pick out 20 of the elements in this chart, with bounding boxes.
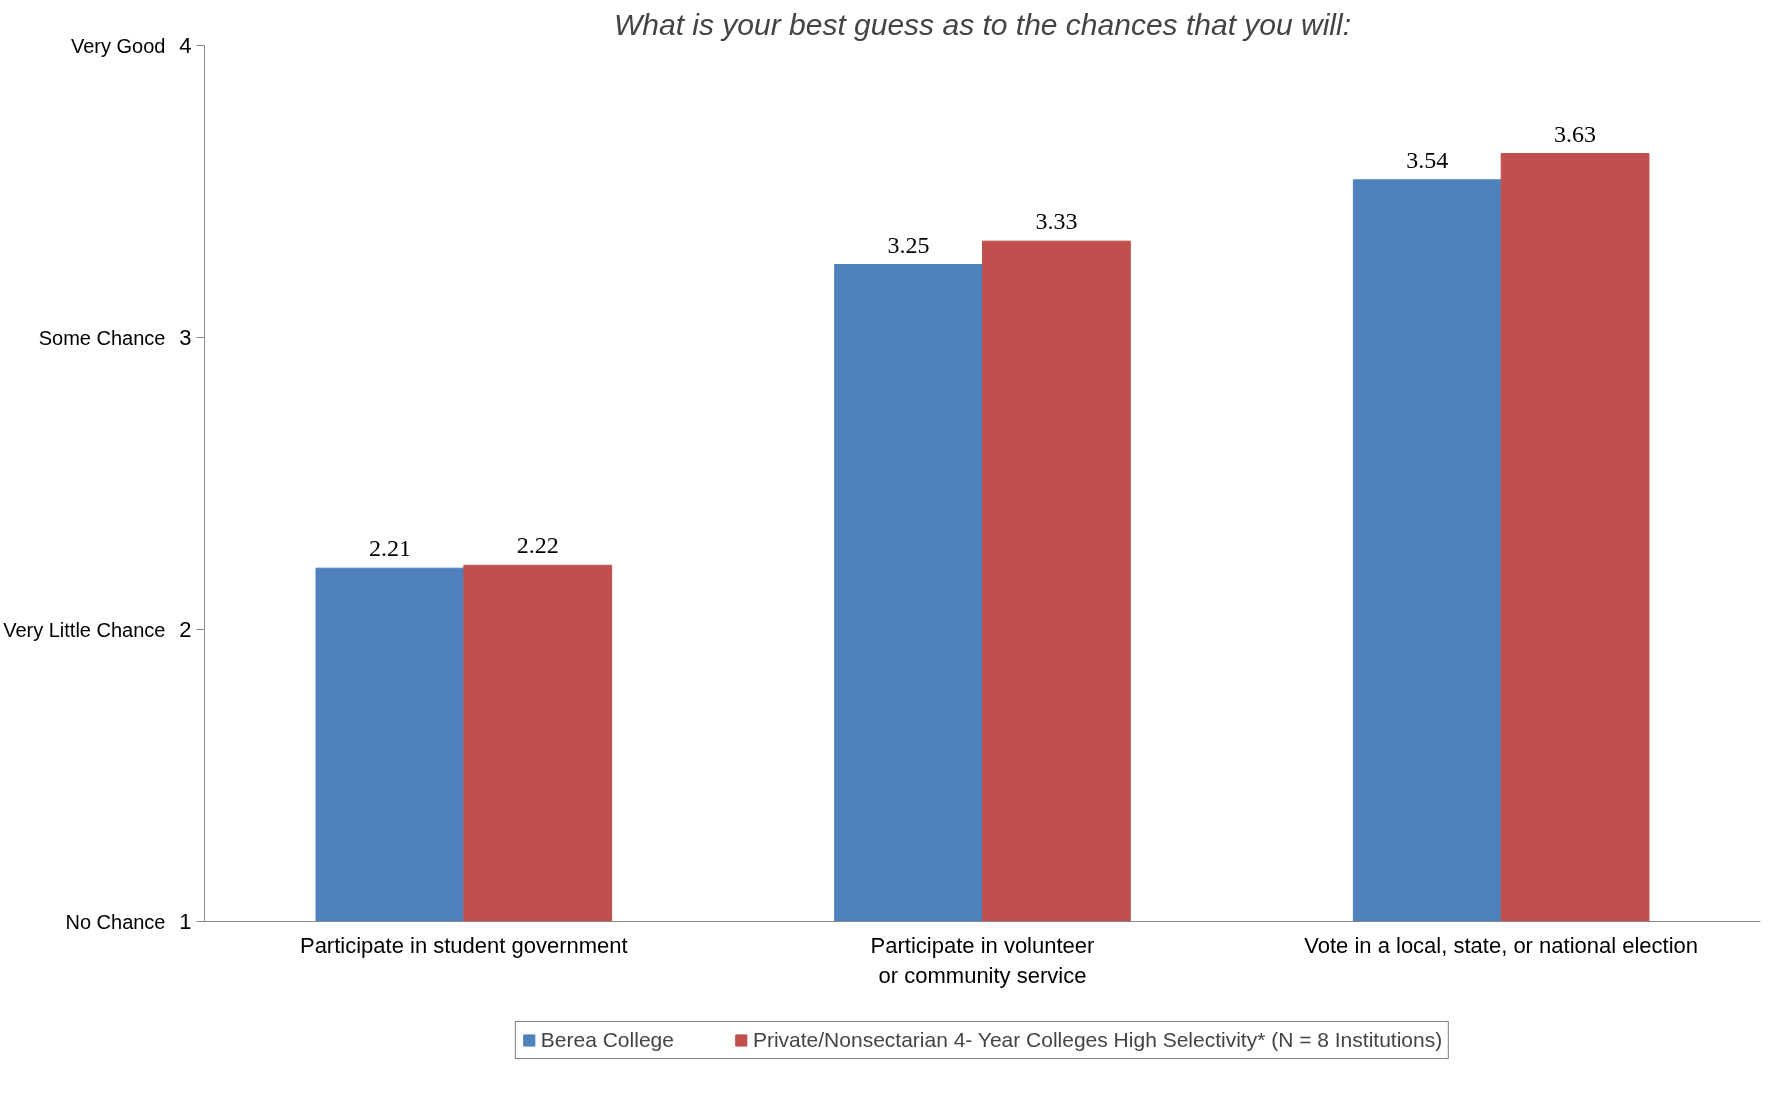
text: Very Little Chance xyxy=(3,618,166,641)
x-tick-label: Participate in student government xyxy=(299,932,628,958)
text: Very Good xyxy=(71,34,166,57)
data-label: 3.63 xyxy=(1554,120,1597,147)
text: Some Chance xyxy=(38,326,166,349)
x-tick-label: Participate in volunteer or community service xyxy=(870,932,1095,988)
x-tick-label: Vote in a local, state, or national election xyxy=(1304,932,1699,958)
data-label: 2.22 xyxy=(516,532,559,559)
data-label: 3.33 xyxy=(1035,208,1078,235)
data-label: 3.25 xyxy=(887,231,930,258)
y-tick-label: 3 xyxy=(179,325,192,350)
data-label: 2.21 xyxy=(368,535,411,562)
data-label: 3.54 xyxy=(1406,146,1449,173)
text: No Chance xyxy=(65,910,166,933)
legend-label: Berea College xyxy=(540,1028,674,1052)
legend-label: Private/Nonsectarian 4- Year Colleges High Selectivity* (N = 8 Institutions) xyxy=(752,1028,1443,1052)
y-tick-label: 4 xyxy=(179,33,192,58)
chart-title: What is your best guess as to the chances that you will: xyxy=(613,7,1352,41)
y-tick-label: 2 xyxy=(179,617,192,642)
y-tick-label: 1 xyxy=(179,909,192,934)
